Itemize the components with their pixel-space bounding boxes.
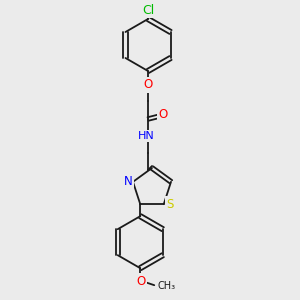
Text: O: O	[136, 275, 146, 288]
Text: HN: HN	[138, 131, 154, 141]
Text: Cl: Cl	[142, 4, 154, 16]
Text: S: S	[166, 198, 173, 211]
Text: N: N	[124, 175, 132, 188]
Text: CH₃: CH₃	[157, 281, 176, 291]
Text: O: O	[143, 79, 153, 92]
Text: O: O	[158, 109, 168, 122]
